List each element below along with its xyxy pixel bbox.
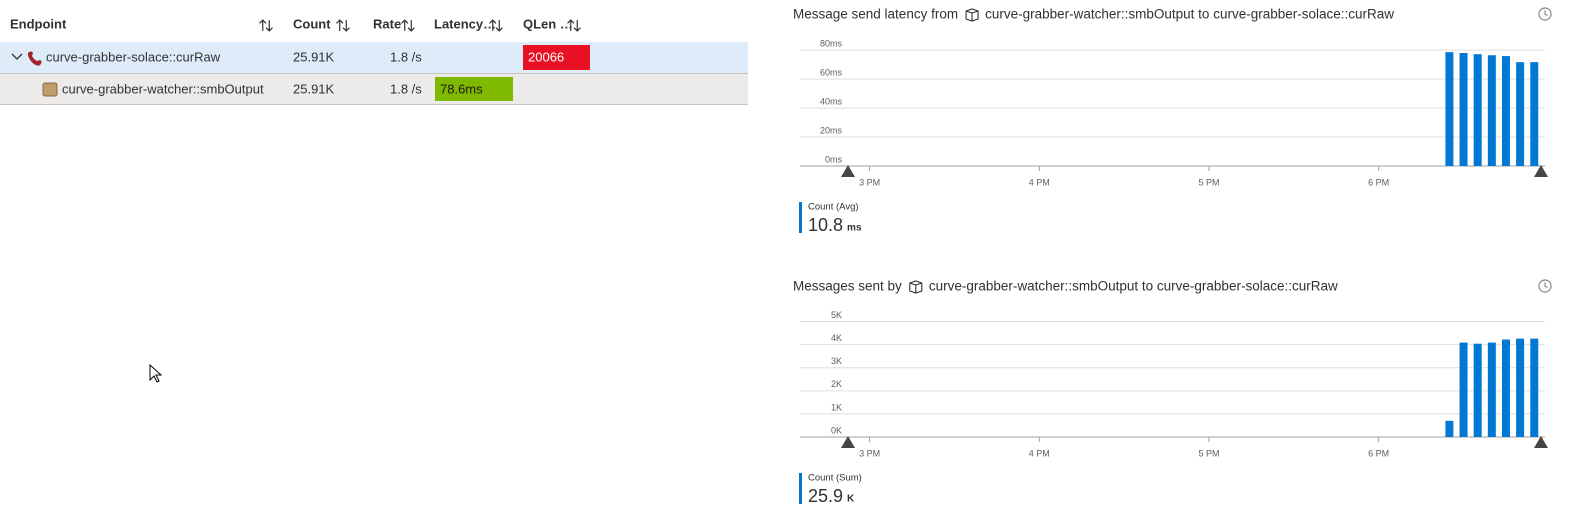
expand-chevron[interactable] (11, 53, 23, 60)
summary-unit: ms (847, 223, 862, 234)
y-tick-label: 0ms (825, 154, 843, 164)
qlen-cell-bg (523, 45, 590, 70)
bar (1487, 342, 1496, 437)
bar (1487, 55, 1496, 167)
y-tick-label: 20ms (820, 125, 843, 135)
y-tick-label: 5K (831, 310, 842, 320)
y-tick-label: 60ms (820, 67, 843, 77)
summary-value: 25.9 (808, 486, 843, 506)
bar (1473, 343, 1482, 437)
y-tick-label: 3K (831, 356, 842, 366)
range-handle (841, 436, 855, 448)
history-icon[interactable] (1538, 279, 1552, 293)
y-tick-label: 80ms (820, 39, 843, 49)
range-handle (841, 165, 855, 177)
bar (1445, 420, 1454, 437)
sort-icon[interactable] (258, 19, 274, 32)
x-tick-label: 5 PM (1198, 448, 1219, 458)
table-cell: 1.8 /s (390, 81, 422, 96)
table-cell: 20066 (528, 49, 564, 64)
summary-marker (799, 202, 802, 233)
chart-title: curve-grabber-watcher::smbOutput to curv… (929, 279, 1338, 294)
endpoint-table (0, 19, 748, 383)
table-cell: 1.8 /s (390, 49, 422, 64)
column-header: QLen … (523, 16, 573, 31)
table-cell: 78.6ms (440, 81, 483, 96)
y-tick-label: 2K (831, 379, 842, 389)
table-cell: 25.91K (293, 49, 335, 64)
x-tick-label: 5 PM (1198, 177, 1219, 187)
row-selected-bg (0, 42, 748, 73)
y-tick-label: 40ms (820, 96, 843, 106)
bar (1459, 53, 1468, 166)
resource-icon (909, 280, 923, 294)
column-header: Rate (373, 16, 401, 31)
summary-unit: K (847, 494, 855, 505)
x-tick-label: 6 PM (1368, 177, 1389, 187)
sort-icon[interactable] (400, 19, 416, 32)
column-header: Endpoint (10, 16, 67, 31)
bar (1530, 62, 1539, 167)
y-tick-label: 1K (831, 402, 842, 412)
bar (1445, 52, 1454, 167)
bar (1501, 56, 1510, 166)
row-bg (0, 74, 748, 104)
bar (1516, 338, 1525, 437)
column-header: Latency… (434, 16, 496, 31)
bar (1459, 342, 1468, 437)
x-tick-label: 6 PM (1368, 448, 1389, 458)
column-header: Count (293, 16, 331, 31)
resource-icon (965, 8, 979, 22)
endpoint-icon (27, 51, 42, 66)
x-tick-label: 3 PM (859, 448, 880, 458)
bar (1516, 62, 1525, 167)
summary-value: 10.8 (808, 215, 843, 235)
history-icon[interactable] (1538, 7, 1552, 21)
y-tick-label: 0K (831, 425, 842, 435)
latency-cell-bg (435, 77, 513, 101)
bar (1530, 338, 1539, 437)
bar (1501, 339, 1510, 437)
sort-icon[interactable] (335, 19, 351, 32)
x-tick-label: 4 PM (1029, 177, 1050, 187)
table-cell: curve-grabber-watcher::smbOutput (62, 81, 264, 96)
table-cell: 25.91K (293, 81, 335, 96)
summary-label: Count (Sum) (808, 473, 862, 484)
x-tick-label: 3 PM (859, 177, 880, 187)
mouse-cursor (149, 363, 163, 383)
chart-title: Message send latency from (793, 7, 958, 22)
chart-title: Messages sent by (793, 279, 902, 294)
summary-marker (799, 473, 802, 504)
range-handle (1534, 165, 1548, 177)
x-tick-label: 4 PM (1029, 448, 1050, 458)
range-handle (1534, 436, 1548, 448)
bar (1473, 54, 1482, 167)
table-cell: curve-grabber-solace::curRaw (46, 49, 221, 64)
summary-label: Count (Avg) (808, 202, 859, 213)
endpoint-icon (42, 82, 58, 97)
y-tick-label: 4K (831, 333, 842, 343)
chart-title: curve-grabber-watcher::smbOutput to curv… (985, 7, 1394, 22)
